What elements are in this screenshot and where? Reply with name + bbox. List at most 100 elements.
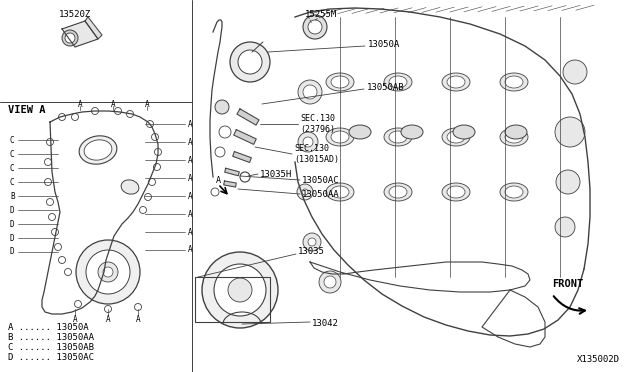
Text: C: C — [10, 164, 15, 173]
Circle shape — [303, 233, 321, 251]
Text: X135002D: X135002D — [577, 356, 620, 365]
Text: D: D — [10, 205, 15, 215]
Ellipse shape — [326, 73, 354, 91]
Circle shape — [154, 164, 161, 170]
Circle shape — [51, 228, 58, 235]
Circle shape — [74, 301, 81, 308]
Text: 13042: 13042 — [312, 320, 339, 328]
Circle shape — [58, 257, 65, 263]
Circle shape — [62, 30, 78, 46]
Circle shape — [324, 276, 336, 288]
Ellipse shape — [505, 131, 523, 143]
Text: B: B — [10, 192, 15, 201]
Circle shape — [92, 108, 99, 115]
Circle shape — [228, 278, 252, 302]
Ellipse shape — [389, 76, 407, 88]
Ellipse shape — [84, 140, 112, 160]
Text: A: A — [188, 192, 193, 201]
Polygon shape — [224, 181, 236, 187]
Circle shape — [556, 170, 580, 194]
Text: A: A — [188, 228, 193, 237]
Ellipse shape — [442, 73, 470, 91]
Text: A: A — [106, 315, 110, 324]
Text: SEC.130
(13015AD): SEC.130 (13015AD) — [294, 144, 339, 164]
Text: D: D — [10, 219, 15, 228]
Text: C: C — [10, 177, 15, 186]
Text: 13050AA: 13050AA — [302, 189, 340, 199]
Text: A: A — [145, 99, 149, 109]
Ellipse shape — [331, 76, 349, 88]
Ellipse shape — [389, 131, 407, 143]
Circle shape — [140, 206, 147, 214]
Ellipse shape — [505, 186, 523, 198]
Circle shape — [45, 179, 51, 186]
Polygon shape — [233, 151, 252, 163]
Circle shape — [49, 214, 56, 221]
Circle shape — [65, 33, 75, 43]
Text: 13035H: 13035H — [260, 170, 292, 179]
Ellipse shape — [79, 136, 117, 164]
Circle shape — [298, 132, 318, 152]
Circle shape — [298, 80, 322, 104]
Ellipse shape — [384, 128, 412, 146]
Circle shape — [103, 267, 113, 277]
Circle shape — [308, 238, 316, 246]
Circle shape — [563, 60, 587, 84]
Ellipse shape — [442, 183, 470, 201]
Ellipse shape — [331, 186, 349, 198]
Circle shape — [54, 244, 61, 250]
Text: A: A — [188, 155, 193, 164]
Circle shape — [47, 199, 54, 205]
Circle shape — [238, 50, 262, 74]
Circle shape — [152, 134, 159, 141]
Ellipse shape — [447, 186, 465, 198]
Ellipse shape — [384, 183, 412, 201]
Text: D: D — [10, 247, 15, 257]
Text: SEC.130
(23796): SEC.130 (23796) — [300, 114, 335, 134]
Circle shape — [127, 110, 134, 118]
Text: A: A — [188, 246, 193, 254]
Ellipse shape — [505, 76, 523, 88]
Circle shape — [115, 108, 122, 115]
Polygon shape — [237, 109, 259, 125]
Circle shape — [47, 138, 54, 145]
Ellipse shape — [389, 186, 407, 198]
Text: C ...... 13050AB: C ...... 13050AB — [8, 343, 94, 353]
Ellipse shape — [500, 183, 528, 201]
Circle shape — [104, 305, 111, 312]
Text: 13050AB: 13050AB — [367, 83, 404, 92]
Ellipse shape — [401, 125, 423, 139]
Text: 13035: 13035 — [298, 247, 325, 257]
Ellipse shape — [447, 131, 465, 143]
Circle shape — [98, 262, 118, 282]
Ellipse shape — [447, 76, 465, 88]
Ellipse shape — [121, 180, 139, 194]
Text: A: A — [73, 315, 77, 324]
Circle shape — [303, 85, 317, 99]
Text: A: A — [188, 209, 193, 218]
Text: A: A — [111, 99, 115, 109]
Circle shape — [45, 158, 51, 166]
Text: A: A — [188, 173, 193, 183]
Text: B ...... 13050AA: B ...... 13050AA — [8, 334, 94, 343]
Text: 13520Z: 13520Z — [59, 10, 91, 19]
Circle shape — [211, 188, 219, 196]
Circle shape — [202, 252, 278, 328]
Circle shape — [65, 269, 72, 276]
Circle shape — [214, 264, 266, 316]
Ellipse shape — [331, 131, 349, 143]
Circle shape — [219, 126, 231, 138]
Text: A: A — [188, 119, 193, 128]
Circle shape — [303, 15, 327, 39]
Circle shape — [302, 189, 308, 195]
Circle shape — [215, 147, 225, 157]
Text: C: C — [10, 135, 15, 144]
Polygon shape — [225, 168, 239, 176]
Ellipse shape — [326, 128, 354, 146]
Circle shape — [215, 100, 229, 114]
Text: 15255M: 15255M — [305, 10, 337, 19]
Circle shape — [555, 117, 585, 147]
Circle shape — [76, 240, 140, 304]
Text: D: D — [10, 234, 15, 243]
Circle shape — [145, 193, 152, 201]
